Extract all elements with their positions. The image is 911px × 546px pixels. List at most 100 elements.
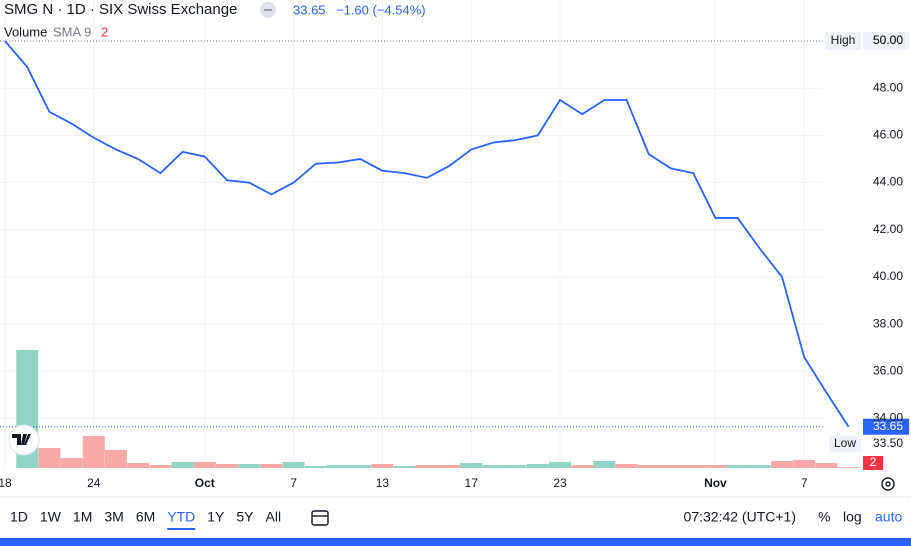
high-label-bg [825, 32, 861, 51]
volume-bar [60, 458, 83, 468]
range-button[interactable]: All [266, 509, 282, 525]
change: −1.60 (−4.54%) [336, 2, 426, 17]
volume-bar [615, 464, 638, 468]
volume-bar [171, 462, 194, 468]
toolbar: 1D 1W 1M 3M 6M YTD 1Y 5Y All 07:32:42 (UTC+1)% log… [10, 509, 902, 530]
volume-bar [371, 464, 394, 468]
high-value: 50.00 [873, 33, 903, 47]
range-button[interactable]: 1W [40, 509, 62, 525]
volume-value-box: 2 [870, 455, 877, 469]
volume-bar [193, 462, 216, 468]
volume-value-bg [863, 456, 883, 470]
volume-bar [393, 466, 416, 468]
x-tick-label: 23 [553, 476, 567, 490]
compare-dates-button[interactable] [311, 510, 329, 526]
range-button[interactable]: 1Y [207, 509, 225, 525]
range-button[interactable]: 1M [73, 509, 92, 525]
volume-bar [127, 463, 150, 468]
tv-logo [8, 424, 40, 456]
volume-bar [526, 464, 549, 468]
x-tick-label: 24 [87, 476, 101, 490]
gear [881, 477, 895, 491]
settings-icon[interactable] [881, 477, 895, 491]
x-tick-label: 7 [801, 476, 808, 490]
calendar-icon [311, 510, 329, 526]
volume-bar [593, 461, 616, 468]
volume-bar [771, 461, 793, 468]
volume-bar [238, 464, 261, 468]
y-tick-label: 40.00 [873, 269, 903, 283]
y-tick-label: 48.00 [873, 80, 903, 94]
range-button[interactable]: 1D [10, 509, 28, 525]
x-tick-label: 18 [0, 476, 12, 490]
volume-bar [82, 436, 105, 468]
y-tick-label: 44.00 [873, 175, 903, 189]
volume-bar [105, 450, 127, 468]
y-tick-label: 46.00 [873, 128, 903, 142]
volume-bar [504, 465, 527, 468]
volume-bar [438, 465, 460, 468]
volume-bar [549, 462, 571, 468]
volume-bar [726, 465, 749, 468]
volume-bar [571, 465, 594, 468]
last-price: 33.65 [873, 419, 903, 433]
low-label: Low [834, 436, 856, 450]
scale-option[interactable]: auto [875, 509, 902, 525]
y-tick-label: 42.00 [873, 222, 903, 236]
volume-bar [282, 462, 305, 468]
clock: 07:32:42 (UTC+1) [684, 509, 796, 525]
volume-bar [216, 464, 238, 468]
volume-bar [637, 465, 660, 468]
grid [0, 0, 823, 468]
volume-bar [460, 463, 483, 468]
active-underline [167, 528, 196, 530]
low-value: 33.50 [873, 436, 903, 450]
bottom-strip [0, 538, 911, 546]
x-tick-label: Oct [195, 476, 215, 490]
logo-mark [12, 434, 31, 445]
price: 33.65 [293, 2, 326, 17]
volume-bar [704, 465, 727, 468]
range-button[interactable]: 5Y [236, 509, 254, 525]
volume-bar [38, 448, 61, 468]
volume-bar [415, 465, 438, 468]
scale-option[interactable]: % [818, 509, 830, 525]
y-tick-label: 34.00 [873, 411, 903, 425]
gear-center [885, 481, 891, 487]
y-tick-label: 50.00 [873, 33, 903, 47]
low-label-bg [829, 435, 861, 452]
volume-bar [149, 465, 172, 468]
volume-bar [260, 464, 283, 468]
range-button[interactable]: YTD [167, 509, 195, 525]
range-button[interactable]: 6M [136, 509, 155, 525]
volume-bar [482, 465, 505, 468]
y-tick-label: 36.00 [873, 363, 903, 377]
plot [0, 32, 909, 470]
volume-bar [660, 465, 682, 468]
x-tick-label: 7 [290, 476, 297, 490]
volume-bar [682, 465, 705, 468]
volume-sma: SMA 9 [53, 24, 91, 39]
x-tick-label: 13 [376, 476, 390, 490]
volume-bar [793, 460, 816, 468]
volume-label: Volume [4, 24, 47, 39]
range-button[interactable]: 3M [104, 509, 123, 525]
volume-bar [327, 465, 349, 468]
y-tick-label: 38.00 [873, 316, 903, 330]
volume-bar [748, 465, 771, 468]
volume-value: 2 [101, 24, 108, 39]
volume-bar [837, 467, 860, 468]
volume-bars [16, 350, 860, 468]
high-label: High [831, 33, 856, 47]
low-value-bg [863, 435, 909, 452]
last-price-bg [863, 418, 909, 435]
volume-bar [349, 465, 372, 468]
x-tick-label: 17 [465, 476, 479, 490]
scale-option[interactable]: log [843, 509, 862, 525]
chart-title: SMG N · 1D · SIX Swiss Exchange [4, 1, 237, 18]
volume-bar [815, 463, 838, 468]
price-line [4, 40, 850, 428]
x-tick-label: Nov [704, 476, 727, 490]
volume-bar [304, 466, 327, 468]
